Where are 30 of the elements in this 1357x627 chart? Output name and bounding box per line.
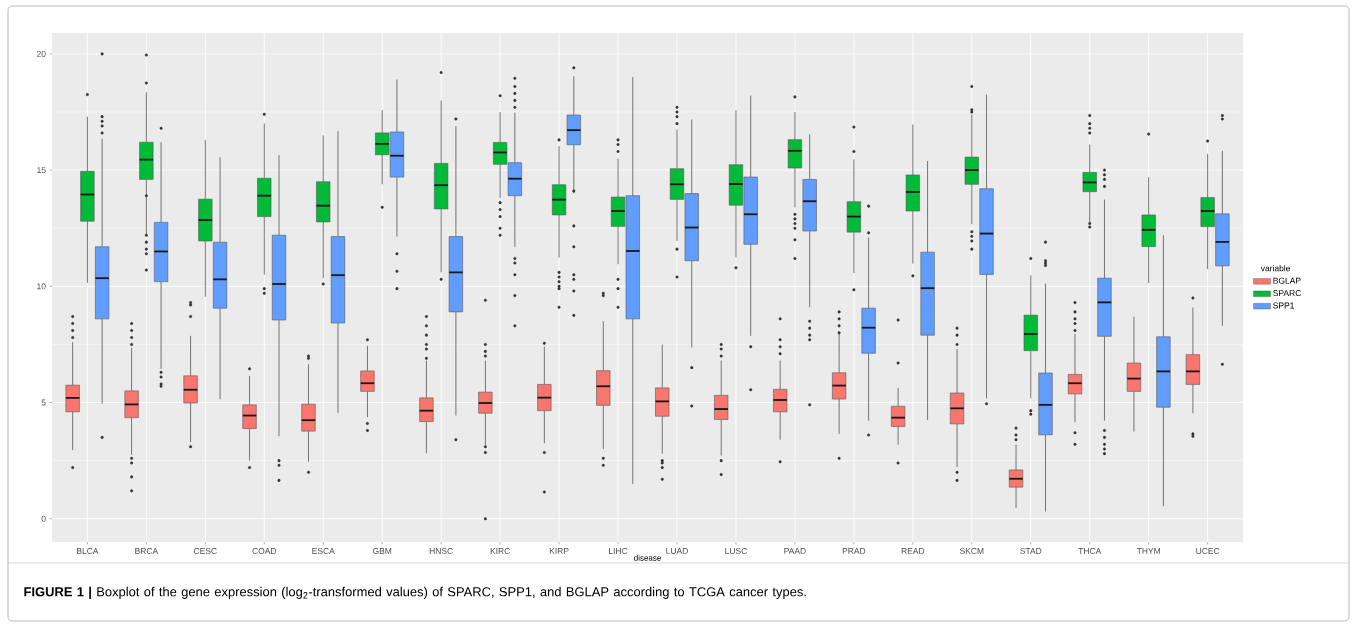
y-tick-label: 10 (37, 283, 46, 290)
x-tick-label: KIRP (549, 548, 569, 554)
x-tick-label: KIRC (490, 548, 510, 554)
x-tick-label: READ (901, 548, 925, 554)
x-tick-label: BRCA (135, 548, 159, 554)
x-tick-label: PAAD (784, 548, 806, 554)
x-tick-label: LUAD (666, 548, 688, 554)
x-tick-label: LIHC (609, 548, 628, 554)
x-tick-label: BLCA (77, 548, 99, 554)
y-tick-label: 0 (41, 515, 46, 522)
x-tick-label: LUSC (725, 548, 747, 554)
legend-title: variable (1260, 265, 1291, 272)
x-tick-label: STAD (1020, 548, 1042, 554)
y-tick-label: 20 (37, 50, 46, 57)
x-tick-label: ESCA (312, 548, 335, 554)
x-tick-label: THCA (1078, 548, 1102, 554)
y-tick-label: 5 (41, 399, 46, 406)
text: FIGURE 1 | Boxplot of the gene expression (log$_{2}$-transformed values) of SPARC, SPP1, and BGLAP according to TCGA cancer types. (24, 586, 806, 600)
legend-label: SPP1 (1273, 302, 1294, 309)
x-tick-label: THYM (1136, 548, 1160, 554)
x-tick-label: SKCM (959, 548, 984, 554)
x-tick-label: UCEC (1196, 548, 1220, 554)
x-tick-label: PRAD (842, 548, 866, 554)
x-tick-label: CESC (193, 548, 217, 554)
legend-label: SPARC (1273, 290, 1301, 297)
legend-label: BGLAP (1273, 277, 1301, 284)
x-tick-label: COAD (252, 548, 277, 554)
x-tick-label: GBM (372, 548, 392, 554)
x-tick-label: HNSC (429, 548, 453, 554)
y-tick-label: 15 (37, 167, 46, 174)
